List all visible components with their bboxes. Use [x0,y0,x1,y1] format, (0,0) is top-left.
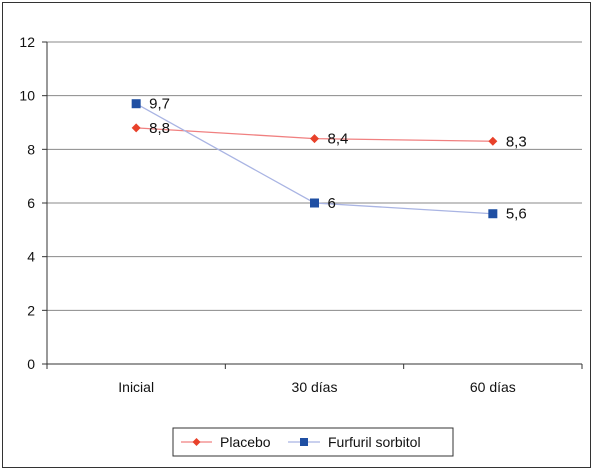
data-label: 8,8 [149,120,170,137]
x-tick-label: Inicial [118,379,154,395]
y-tick-label: 4 [27,249,35,265]
legend-furfuril-label: Furfuril sorbitol [328,434,421,450]
data-point [131,123,141,133]
legend-placebo-label: Placebo [220,434,271,450]
x-tick-label: 30 días [292,379,338,395]
y-tick-label: 10 [19,88,35,104]
chart-frame [2,2,591,468]
series-placebo: 8,8 8,4 8,3 [131,120,527,150]
series-furfuril-sorbitol: 9,7 6 5,6 [131,96,527,223]
axes: 0 2 4 6 8 10 12 Inicial 30 días 60 días [19,34,583,395]
data-point [131,99,141,109]
y-tick-label: 8 [27,141,35,157]
data-label: 8,4 [328,131,349,148]
legend: Placebo Furfuril sorbitol [172,427,454,457]
data-point [310,134,319,144]
data-point [488,136,498,146]
data-point [488,209,498,219]
data-label: 9,7 [149,96,170,113]
y-tick-label: 6 [27,195,35,211]
series-line [135,103,493,215]
y-tick-label: 2 [27,302,35,318]
gridlines [47,41,582,311]
data-label: 8,3 [506,133,527,150]
x-tick-label: 60 días [470,379,516,395]
y-tick-label: 12 [19,34,35,50]
legend-placebo-marker [192,438,201,446]
data-label: 6 [328,195,336,212]
series-layer: 8,8 8,4 8,3 9,7 6 5,6 [131,96,527,223]
data-label: 5,6 [506,206,527,223]
legend-furfuril-marker [300,438,308,446]
data-point [310,198,319,208]
y-tick-label: 0 [27,356,35,372]
